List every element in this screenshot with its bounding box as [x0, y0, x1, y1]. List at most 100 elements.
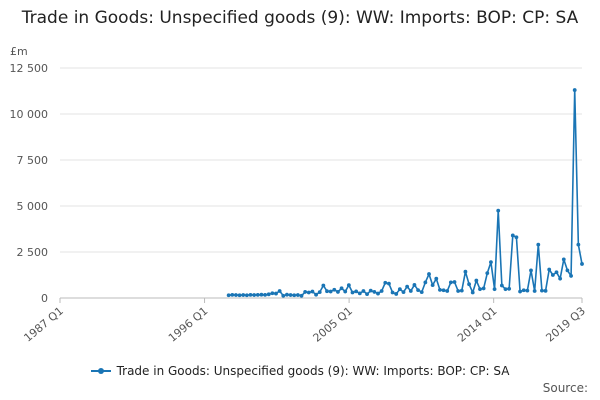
data-point[interactable]	[445, 289, 450, 293]
data-point[interactable]	[244, 293, 249, 298]
data-point[interactable]	[368, 288, 373, 293]
data-point[interactable]	[332, 287, 337, 292]
data-point[interactable]	[470, 290, 475, 295]
data-point[interactable]	[521, 288, 526, 293]
data-point[interactable]	[499, 283, 504, 288]
data-point[interactable]	[416, 288, 420, 292]
data-point[interactable]	[346, 283, 351, 288]
data-point[interactable]	[397, 287, 402, 292]
data-point[interactable]	[510, 233, 515, 238]
data-point[interactable]	[357, 291, 362, 296]
data-point[interactable]	[292, 293, 297, 298]
data-point[interactable]	[430, 283, 435, 288]
data-point[interactable]	[306, 290, 311, 295]
data-point[interactable]	[576, 242, 581, 247]
data-point[interactable]	[419, 290, 424, 295]
data-point[interactable]	[467, 282, 471, 287]
data-point[interactable]	[540, 288, 544, 293]
data-point[interactable]	[336, 290, 340, 294]
data-point[interactable]	[481, 286, 486, 291]
data-point[interactable]	[343, 289, 348, 294]
data-point[interactable]	[274, 291, 278, 296]
data-point[interactable]	[580, 262, 584, 266]
data-point[interactable]	[456, 289, 461, 293]
data-point[interactable]	[361, 289, 366, 293]
data-point[interactable]	[303, 290, 308, 294]
data-point[interactable]	[354, 289, 359, 294]
data-point[interactable]	[379, 289, 384, 293]
data-point[interactable]	[423, 280, 428, 285]
data-point[interactable]	[401, 290, 406, 295]
data-point[interactable]	[405, 284, 410, 289]
data-point[interactable]	[270, 291, 275, 296]
legend-item[interactable]: Trade in Goods: Unspecified goods (9): W…	[90, 364, 509, 378]
data-point[interactable]	[241, 293, 246, 297]
data-point[interactable]	[459, 288, 464, 293]
y-axis-ticks: 0 2 500 5 000 7 500 10 000 12 500	[10, 62, 49, 305]
data-point[interactable]	[252, 293, 257, 297]
data-point[interactable]	[412, 283, 417, 287]
data-point[interactable]	[383, 280, 388, 285]
data-point[interactable]	[489, 260, 493, 265]
data-point[interactable]	[525, 288, 530, 293]
data-point[interactable]	[277, 289, 282, 293]
data-point[interactable]	[350, 290, 355, 295]
data-point[interactable]	[266, 292, 271, 297]
data-point[interactable]	[317, 290, 322, 295]
data-point[interactable]	[518, 289, 522, 294]
data-point[interactable]	[536, 242, 541, 247]
data-point[interactable]	[325, 289, 329, 294]
data-point[interactable]	[390, 290, 395, 295]
data-point[interactable]	[543, 288, 548, 293]
data-point[interactable]	[234, 293, 238, 297]
data-point[interactable]	[259, 292, 264, 297]
data-point[interactable]	[532, 289, 537, 293]
data-point[interactable]	[474, 278, 479, 283]
data-point[interactable]	[339, 286, 344, 291]
data-point[interactable]	[314, 292, 318, 297]
data-point[interactable]	[565, 268, 570, 273]
data-point[interactable]	[408, 289, 413, 293]
data-point[interactable]	[248, 292, 253, 297]
data-point[interactable]	[434, 276, 439, 281]
data-point[interactable]	[503, 287, 508, 292]
data-point[interactable]	[328, 289, 333, 294]
data-point[interactable]	[514, 235, 519, 240]
data-point[interactable]	[492, 287, 497, 292]
data-point[interactable]	[572, 88, 577, 92]
data-point[interactable]	[561, 257, 566, 262]
data-point[interactable]	[448, 280, 453, 285]
data-point[interactable]	[569, 274, 573, 278]
data-point[interactable]	[485, 271, 490, 276]
data-point[interactable]	[507, 286, 512, 291]
data-point[interactable]	[288, 293, 293, 297]
data-point[interactable]	[295, 293, 300, 297]
data-point[interactable]	[285, 292, 289, 297]
data-point[interactable]	[376, 291, 380, 296]
data-point[interactable]	[463, 269, 468, 274]
data-point[interactable]	[554, 270, 559, 275]
data-point[interactable]	[321, 283, 326, 288]
data-point[interactable]	[441, 288, 446, 293]
data-point[interactable]	[299, 293, 304, 298]
data-point[interactable]	[365, 292, 369, 297]
data-point[interactable]	[529, 268, 533, 273]
data-point[interactable]	[394, 292, 399, 296]
data-point[interactable]	[547, 267, 552, 272]
data-point[interactable]	[550, 273, 555, 277]
data-point[interactable]	[438, 288, 442, 292]
data-point[interactable]	[226, 293, 231, 298]
data-point[interactable]	[387, 281, 391, 286]
data-point[interactable]	[263, 292, 267, 297]
data-point[interactable]	[496, 208, 501, 213]
data-point[interactable]	[427, 272, 431, 276]
data-point[interactable]	[310, 289, 315, 294]
data-point[interactable]	[372, 290, 377, 294]
data-point[interactable]	[230, 292, 235, 297]
data-point[interactable]	[452, 280, 457, 284]
data-point[interactable]	[237, 293, 242, 298]
data-point[interactable]	[478, 287, 482, 292]
data-point[interactable]	[255, 292, 260, 297]
data-point[interactable]	[558, 276, 563, 281]
data-point[interactable]	[281, 293, 286, 298]
